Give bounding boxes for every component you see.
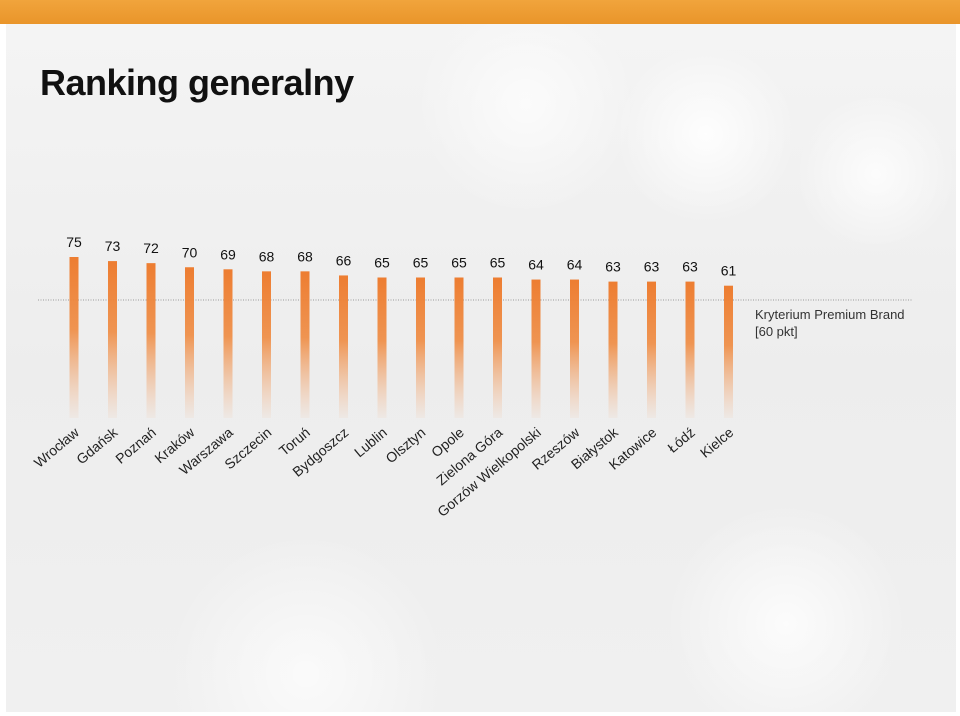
legend-label-line1: Kryterium Premium Brand [755, 307, 905, 322]
bars-group [69, 257, 733, 418]
bar-0 [69, 257, 79, 418]
value-label-4: 69 [220, 246, 236, 262]
page-title: Ranking generalny [40, 62, 354, 103]
bar-1 [108, 261, 117, 418]
value-label-17: 61 [721, 263, 737, 279]
category-label-1: Gdańsk [73, 423, 121, 467]
bar-14 [608, 281, 618, 418]
value-label-9: 65 [413, 255, 429, 271]
category-label-17: Kielce [697, 424, 737, 461]
bar-17 [724, 285, 733, 418]
bar-5 [262, 271, 271, 418]
value-label-15: 63 [644, 259, 660, 275]
bar-2 [146, 263, 156, 418]
bar-8 [377, 277, 387, 418]
value-label-8: 65 [374, 255, 390, 271]
value-label-7: 66 [336, 252, 352, 268]
category-label-2: Poznań [112, 424, 159, 467]
value-label-6: 68 [297, 248, 313, 264]
category-labels-group: WrocławGdańskPoznańKrakówWarszawaSzczeci… [31, 423, 737, 519]
bar-9 [416, 277, 425, 418]
value-label-14: 63 [605, 259, 621, 275]
value-label-1: 73 [105, 238, 121, 254]
bar-12 [531, 279, 541, 418]
bar-11 [493, 277, 502, 418]
bar-4 [223, 269, 233, 418]
value-label-13: 64 [567, 257, 583, 273]
bar-16 [685, 281, 695, 418]
bar-13 [570, 279, 579, 418]
value-label-0: 75 [66, 234, 82, 250]
legend: Kryterium Premium Brand [60 pkt] [755, 307, 905, 339]
value-label-12: 64 [528, 257, 544, 273]
category-label-16: Łódź [664, 424, 698, 456]
bar-15 [647, 281, 656, 418]
value-label-2: 72 [143, 240, 159, 256]
value-labels-group: 75 73 72 70 69 68 68 66 65 65 65 65 64 64 63 63 63 61 [66, 234, 736, 279]
category-label-0: Wrocław [31, 423, 83, 470]
value-label-3: 70 [182, 244, 198, 260]
value-label-11: 65 [490, 255, 506, 271]
value-label-5: 68 [259, 248, 275, 264]
slide-background [6, 24, 956, 712]
value-label-16: 63 [682, 259, 698, 275]
bar-7 [339, 275, 348, 418]
top-accent-bar [0, 0, 960, 24]
bar-10 [454, 277, 464, 418]
value-label-10: 65 [451, 255, 467, 271]
bar-6 [300, 271, 310, 418]
category-label-9: Olsztyn [382, 424, 428, 466]
bar-3 [185, 267, 194, 418]
legend-label-line2: [60 pkt] [755, 324, 798, 339]
